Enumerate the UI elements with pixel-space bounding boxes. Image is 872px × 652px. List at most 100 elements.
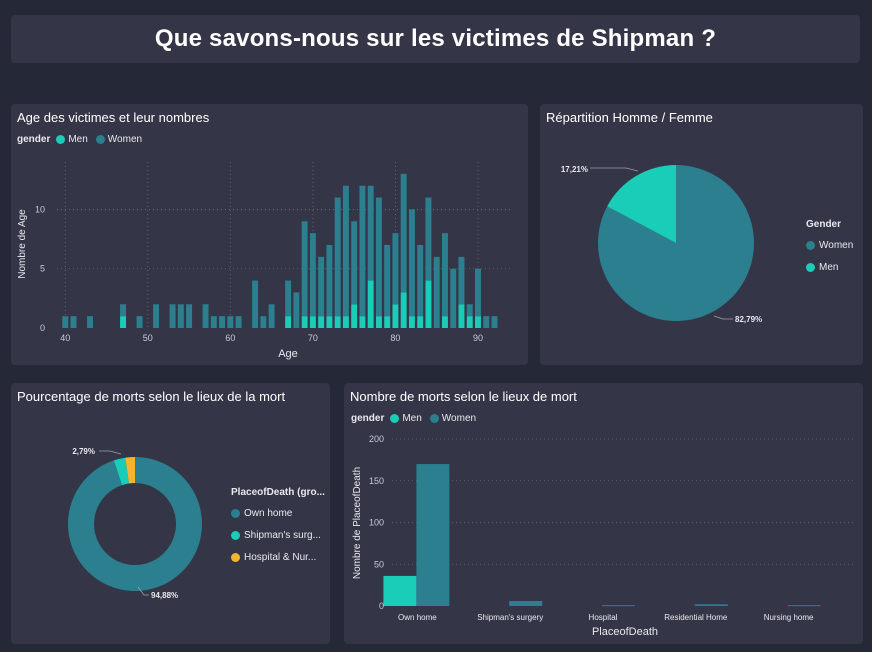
bar-men-age-89 bbox=[466, 316, 473, 328]
header-banner: Que savons-nous sur les victimes de Ship… bbox=[11, 15, 860, 63]
bar-men-age-86 bbox=[441, 316, 448, 328]
bar-women-age-77 bbox=[367, 185, 374, 281]
pie-label-men: 17,21% bbox=[561, 165, 588, 174]
bar-women-age-58 bbox=[210, 316, 217, 328]
age-chart-title: Age des victimes et leur nombres bbox=[17, 110, 210, 125]
bar-men-age-70 bbox=[309, 316, 316, 328]
bar-women-age-92 bbox=[491, 316, 498, 328]
bar-men-0 bbox=[383, 575, 417, 606]
x-tick-label: 80 bbox=[390, 333, 400, 343]
gender-pie-chart[interactable]: 17,21% 82,79% bbox=[540, 104, 863, 365]
bar-men-age-90 bbox=[475, 316, 481, 328]
bar-women-age-49 bbox=[136, 316, 143, 328]
bar-women-age-72 bbox=[326, 245, 333, 317]
x-tick-label: Hospital bbox=[589, 613, 618, 622]
own-home-dot-icon bbox=[231, 509, 240, 518]
legend-header: PlaceofDeath (gro... bbox=[231, 487, 325, 498]
gender-pie-legend[interactable]: Gender Women Men bbox=[806, 219, 853, 284]
bar-women-age-88 bbox=[458, 256, 465, 305]
bar-women-age-81 bbox=[400, 173, 407, 293]
donut-label-leader-own-home bbox=[137, 586, 149, 596]
place-donut-chart[interactable]: 2,79% 94,88% bbox=[11, 383, 330, 644]
bar-women-age-69 bbox=[301, 221, 308, 317]
bar-men-age-84 bbox=[425, 280, 432, 328]
men-dot-icon bbox=[56, 135, 66, 144]
bar-women-age-54 bbox=[177, 304, 184, 328]
legend-item-hospital[interactable]: Hospital & Nur... bbox=[231, 552, 325, 563]
bar-women-age-91 bbox=[483, 316, 490, 328]
legend-item-women[interactable]: Women bbox=[95, 134, 142, 145]
bar-men-age-77 bbox=[367, 280, 374, 328]
age-histogram[interactable]: 40 50 60 70 80 90 0 5 10 Age Nombre de Age bbox=[11, 104, 528, 365]
x-tick-label: 90 bbox=[473, 333, 483, 343]
gender-pie-card[interactable]: Répartition Homme / Femme 17,21% 82,79% … bbox=[540, 104, 863, 365]
bar-men-age-81 bbox=[400, 292, 407, 328]
legend-item-surgery[interactable]: Shipman's surg... bbox=[231, 530, 325, 541]
bar-men-age-76 bbox=[359, 316, 366, 328]
bar-women-age-59 bbox=[219, 316, 226, 328]
y-tick-label: 200 bbox=[369, 434, 384, 444]
legend-item-men[interactable]: Men bbox=[806, 262, 853, 273]
legend-item-men[interactable]: Men bbox=[56, 134, 88, 145]
bar-women-age-87 bbox=[450, 268, 457, 328]
donut-slice-1 bbox=[113, 457, 130, 486]
y-tick-label: 0 bbox=[40, 323, 45, 333]
bar-women-age-79 bbox=[384, 245, 391, 317]
bar-women-age-63 bbox=[252, 280, 259, 328]
bar-women-age-90 bbox=[475, 268, 481, 317]
bar-women-age-89 bbox=[466, 304, 473, 317]
bar-men-age-71 bbox=[318, 316, 325, 328]
bar-women-age-82 bbox=[408, 209, 415, 317]
hospital-dot-icon bbox=[231, 553, 240, 562]
y-tick-label: 0 bbox=[379, 601, 384, 611]
page-title: Que savons-nous sur les victimes de Ship… bbox=[154, 25, 717, 52]
donut-label-surgery: 2,79% bbox=[72, 447, 95, 456]
legend-item-women[interactable]: Women bbox=[806, 240, 853, 251]
place-x-axis-label: PlaceofDeath bbox=[592, 626, 658, 638]
men-dot-icon bbox=[390, 414, 400, 423]
bar-women-age-41 bbox=[70, 316, 77, 328]
x-tick-label: Residential Home bbox=[664, 613, 728, 622]
donut-label-own-home: 94,88% bbox=[151, 591, 178, 600]
place-donut-card[interactable]: Pourcentage de morts selon le lieux de l… bbox=[11, 383, 330, 644]
gender-pie-title: Répartition Homme / Femme bbox=[546, 110, 713, 125]
men-dot-icon bbox=[806, 263, 815, 272]
bar-women-age-61 bbox=[235, 316, 242, 328]
y-tick-label: 50 bbox=[374, 559, 384, 569]
bar-men-age-73 bbox=[334, 316, 341, 328]
bar-women-age-75 bbox=[351, 221, 358, 305]
donut-slice-2 bbox=[125, 457, 135, 484]
bar-women-age-53 bbox=[169, 304, 176, 328]
y-tick-label: 100 bbox=[369, 518, 384, 528]
place-donut-legend[interactable]: PlaceofDeath (gro... Own home Shipman's … bbox=[231, 487, 325, 574]
legend-item-own-home[interactable]: Own home bbox=[231, 508, 325, 519]
place-bars-card[interactable]: Nombre de morts selon le lieux de mort g… bbox=[344, 383, 863, 644]
age-chart-legend[interactable]: gender Men Women bbox=[17, 134, 146, 145]
bar-women-age-47 bbox=[120, 304, 127, 317]
bar-women-age-78 bbox=[375, 197, 382, 317]
place-bars-title: Nombre de morts selon le lieux de mort bbox=[350, 389, 577, 404]
x-tick-label: Shipman's surgery bbox=[477, 613, 543, 622]
bar-women-age-76 bbox=[359, 185, 366, 317]
bar-women-age-57 bbox=[202, 304, 209, 328]
bar-women-age-70 bbox=[309, 233, 316, 317]
x-tick-label: 50 bbox=[143, 333, 153, 343]
place-bars-legend[interactable]: gender Men Women bbox=[351, 413, 480, 424]
women-dot-icon bbox=[806, 241, 815, 250]
legend-label: gender bbox=[17, 134, 51, 145]
place-bar-chart[interactable]: Own home Shipman's surgery Hospital Residen… bbox=[344, 383, 863, 644]
bar-women-2 bbox=[602, 605, 635, 607]
legend-item-men[interactable]: Men bbox=[390, 413, 422, 424]
x-tick-label: Nursing home bbox=[764, 613, 814, 622]
x-tick-label: Own home bbox=[398, 613, 437, 622]
age-chart-card[interactable]: Age des victimes et leur nombres gender … bbox=[11, 104, 528, 365]
bar-men-age-79 bbox=[384, 316, 391, 328]
bar-men-age-69 bbox=[301, 316, 308, 328]
legend-item-women[interactable]: Women bbox=[429, 413, 476, 424]
bar-women-age-65 bbox=[268, 304, 275, 328]
donut-label-leader-surgery bbox=[99, 450, 122, 455]
bar-men-age-82 bbox=[408, 316, 415, 328]
bar-women-age-60 bbox=[227, 316, 234, 328]
legend-label: gender bbox=[351, 413, 385, 424]
bar-women-age-64 bbox=[260, 316, 267, 328]
